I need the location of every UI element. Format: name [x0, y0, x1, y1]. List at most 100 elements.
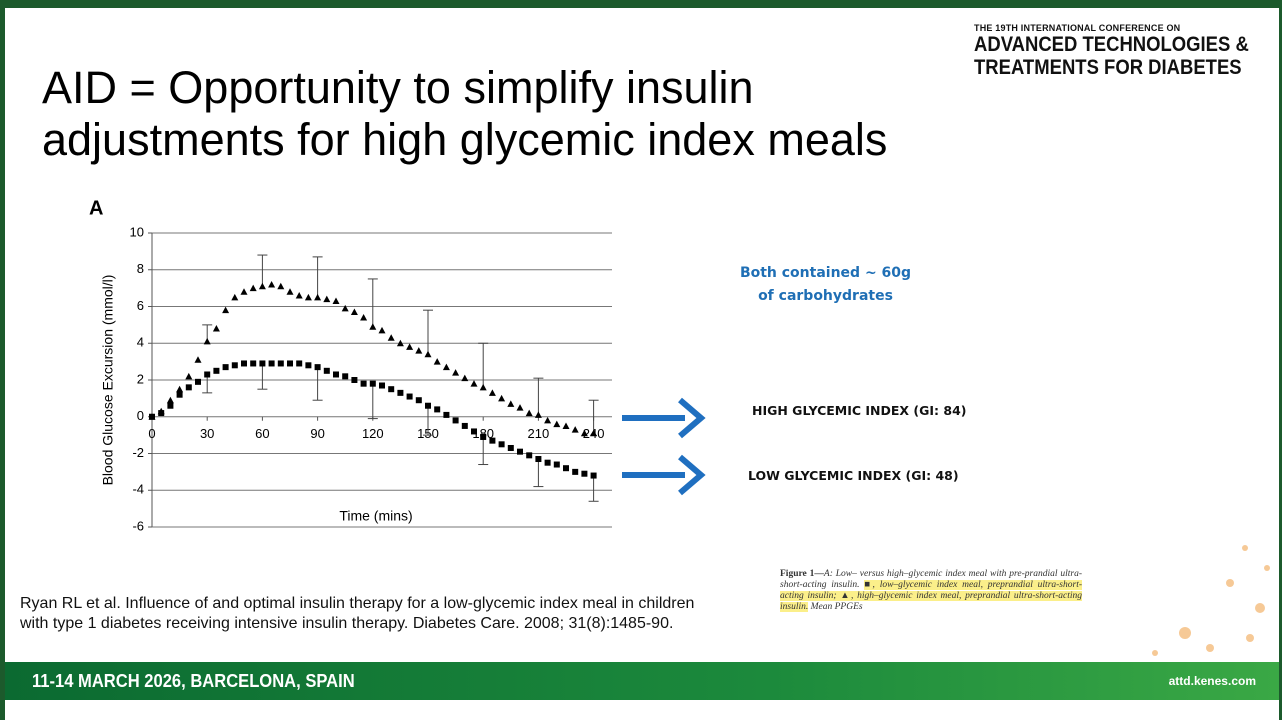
triangle-marker — [590, 429, 598, 437]
square-marker — [572, 468, 579, 475]
triangle-marker — [323, 295, 331, 303]
square-marker — [498, 441, 505, 448]
square-marker — [563, 465, 569, 472]
legend-label: HIGH GLYCEMIC INDEX (GI: 84) — [752, 403, 967, 418]
decor-dot — [1226, 579, 1234, 587]
decor-dot — [1179, 627, 1191, 639]
square-marker — [425, 402, 431, 409]
triangle-marker — [249, 284, 257, 292]
square-marker — [443, 411, 450, 418]
triangle-marker — [277, 282, 285, 290]
triangle-marker — [415, 347, 423, 354]
triangle-marker — [442, 363, 450, 371]
decor-dot — [1255, 603, 1265, 613]
triangle-marker — [341, 304, 349, 312]
square-marker — [590, 472, 597, 479]
triangle-marker — [461, 374, 469, 382]
y-axis-label: Blood Glucose Excursion (mmol/l) — [100, 275, 116, 486]
decor-dot — [1152, 650, 1158, 656]
square-marker — [222, 364, 229, 371]
footer: 11-14 MARCH 2026, BARCELONA, SPAIN attd.… — [5, 662, 1279, 700]
triangle-marker — [387, 334, 395, 341]
triangle-marker — [314, 293, 322, 301]
x-tick-label: 0 — [148, 426, 155, 441]
error-bar — [533, 459, 544, 488]
triangle-marker — [203, 337, 211, 345]
triangle-marker — [212, 325, 220, 332]
square-marker — [507, 444, 514, 451]
square-marker — [305, 362, 312, 369]
slide: AID = Opportunity to simplify insulin ad… — [5, 8, 1279, 720]
triangle-marker — [488, 389, 496, 396]
triangle-marker — [562, 422, 570, 429]
slide-title: AID = Opportunity to simplify insulin ad… — [42, 62, 887, 166]
error-bar — [312, 367, 323, 401]
triangle-marker — [507, 400, 515, 407]
square-marker — [388, 386, 395, 393]
square-marker — [268, 360, 275, 367]
square-marker — [231, 362, 238, 369]
logo-line: ADVANCED TECHNOLOGIES & — [974, 33, 1249, 56]
y-tick-label: 8 — [137, 261, 144, 276]
y-tick-label: 6 — [137, 298, 144, 313]
square-marker — [149, 413, 155, 420]
reference-line: Ryan RL et al. Influence of and optimal … — [20, 595, 695, 612]
square-marker — [581, 470, 588, 477]
triangle-marker — [360, 314, 368, 321]
error-bar — [257, 254, 268, 287]
square-marker — [452, 417, 459, 424]
chart: A1086420-2-4-60306090120150180210240Time… — [89, 197, 1270, 656]
x-tick-label: 30 — [200, 426, 214, 441]
caption-part: A: Low– versus high–glycemic index meal … — [780, 569, 1083, 590]
figure-caption: Figure 1—A: Low– versus high–glycemic in… — [780, 569, 1082, 613]
square-marker — [167, 402, 174, 409]
square-marker — [544, 459, 551, 466]
square-marker — [185, 384, 192, 391]
triangle-marker — [544, 416, 552, 424]
triangle-marker — [231, 293, 239, 301]
title-line: adjustments for high glycemic index meal… — [42, 114, 888, 165]
triangle-marker — [295, 291, 303, 299]
square-marker — [369, 380, 376, 387]
arrow-head — [678, 454, 706, 496]
logo-line: THE 19TH INTERNATIONAL CONFERENCE ON — [974, 23, 1181, 33]
error-bar — [312, 256, 323, 298]
error-bar — [257, 363, 268, 390]
triangle-marker — [378, 326, 386, 334]
triangle-marker — [258, 282, 266, 290]
triangle-marker — [553, 420, 561, 428]
x-tick-label: 210 — [528, 426, 550, 441]
triangle-marker — [176, 385, 184, 393]
square-marker — [526, 452, 533, 459]
square-marker — [250, 360, 257, 367]
triangle-marker — [304, 293, 312, 301]
square-marker — [241, 360, 247, 367]
x-tick-label: 60 — [255, 426, 269, 441]
reference-line: with type 1 diabetes receiving intensive… — [20, 615, 674, 632]
square-marker — [259, 360, 266, 367]
error-bar — [533, 377, 544, 415]
triangle-marker — [406, 343, 414, 350]
square-marker — [158, 410, 165, 417]
square-marker — [471, 428, 477, 435]
triangle-marker — [571, 426, 579, 433]
caption-part: Mean PPGEs — [808, 602, 863, 612]
error-bar — [588, 399, 599, 434]
triangle-marker — [396, 339, 404, 347]
reference: Ryan RL et al. Influence of and optimal … — [20, 594, 694, 634]
square-marker — [296, 360, 303, 367]
square-marker — [489, 437, 496, 444]
legend-label: LOW GLYCEMIC INDEX (GI: 48) — [748, 468, 959, 483]
square-marker — [351, 377, 358, 383]
conference-logo: THE 19TH INTERNATIONAL CONFERENCE ON ADV… — [974, 23, 1279, 79]
note: Both contained ~ 60g of carbohydrates — [739, 265, 912, 304]
triangle-marker — [479, 383, 487, 391]
y-tick-label: 10 — [130, 224, 144, 239]
error-bar — [478, 436, 489, 466]
error-bar — [367, 278, 378, 327]
square-marker — [415, 397, 422, 404]
square-marker — [333, 371, 339, 378]
error-bar — [423, 405, 433, 436]
x-axis-label: Time (mins) — [339, 508, 412, 524]
